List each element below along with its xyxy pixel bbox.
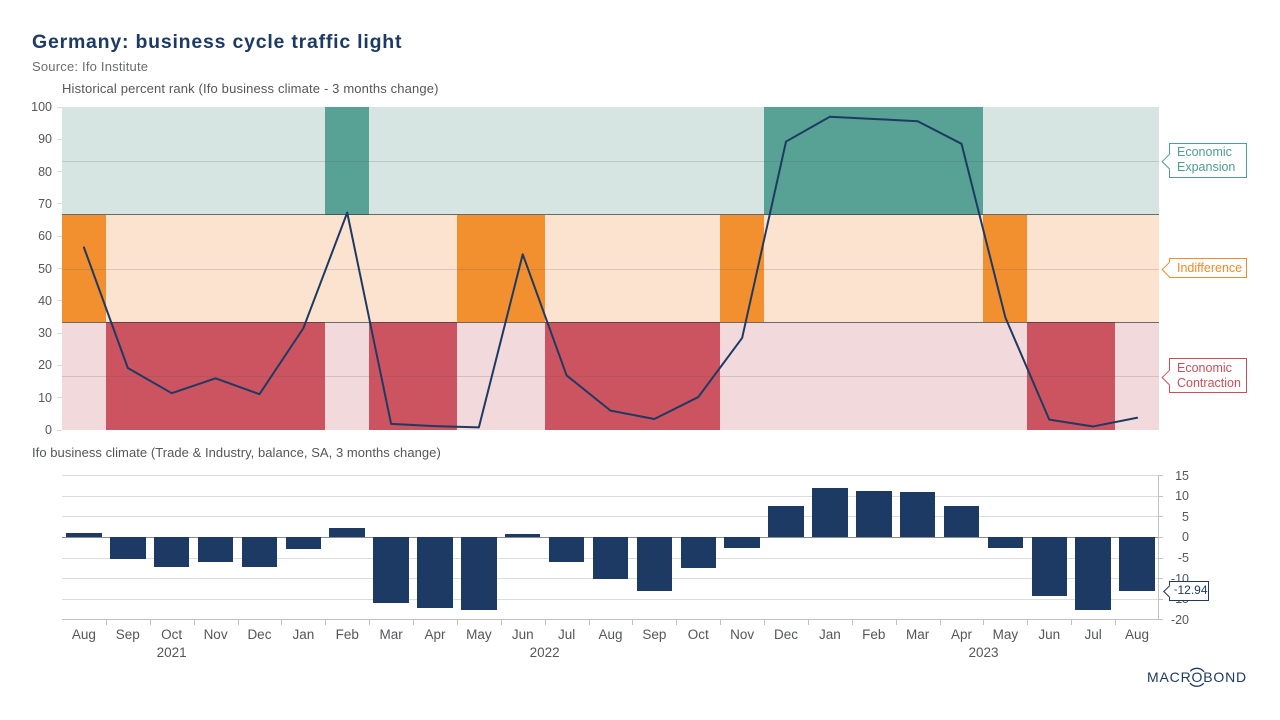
svg-text:MACROBOND: MACROBOND: [1147, 669, 1247, 685]
